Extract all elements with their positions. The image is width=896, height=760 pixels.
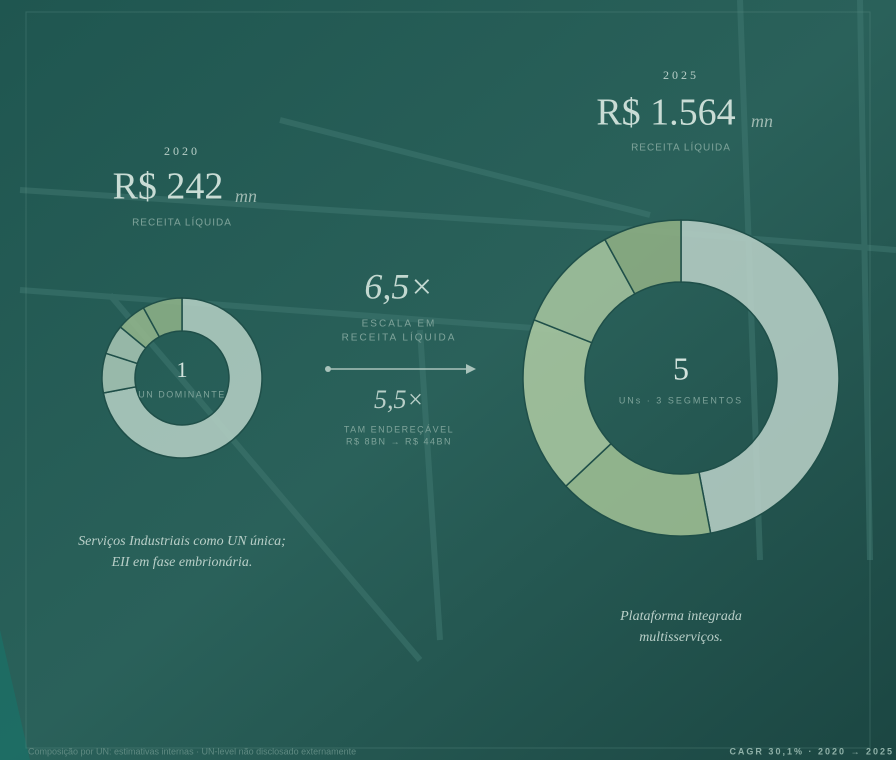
donut-segment [142, 297, 183, 338]
unit: mn [235, 186, 257, 206]
arrow-start [325, 366, 331, 372]
year: 2025 [663, 68, 699, 82]
donut-segment [680, 219, 840, 535]
unit: mn [751, 111, 773, 131]
revenue-label: RECEITA LÍQUIDA [631, 141, 731, 154]
caption: multisserviços. [639, 630, 723, 645]
tam-label: TAM ENDEREÇÁVEL [344, 424, 454, 434]
arrow-head [466, 364, 476, 374]
scale-multiple: 6,5× [364, 266, 433, 306]
revenue-label: RECEITA LÍQUIDA [132, 216, 232, 229]
tam-multiple: 5,5× [374, 385, 424, 414]
donuts [101, 219, 840, 537]
donut-center-label: UN DOMINANTE [138, 389, 226, 399]
donut-segment [102, 297, 263, 459]
caption: Plataforma integrada [619, 609, 742, 624]
donut-segment [603, 219, 682, 295]
year: 2020 [164, 144, 200, 158]
frame [25, 11, 871, 749]
caption: Serviços Industriais como UN única; [78, 534, 286, 549]
cagr: CAGR 30,1% · 2020 → 2025 [729, 746, 894, 756]
donut-center: 1 [177, 357, 188, 382]
footnote: Composição por UN: estimativas internas … [28, 746, 356, 756]
revenue: R$ 242 [113, 166, 224, 208]
caption: EII em fase embrionária. [111, 555, 253, 570]
scale-label: RECEITA LÍQUIDA [342, 331, 457, 344]
tam-label: R$ 8BN → R$ 44BN [346, 436, 452, 446]
scale-label: ESCALA EM [362, 319, 437, 330]
donut-center: 5 [673, 350, 689, 386]
donut-center-label: UNs · 3 SEGMENTOS [619, 395, 743, 405]
corner-accent [0, 630, 30, 760]
revenue: R$ 1.564 [596, 92, 735, 134]
